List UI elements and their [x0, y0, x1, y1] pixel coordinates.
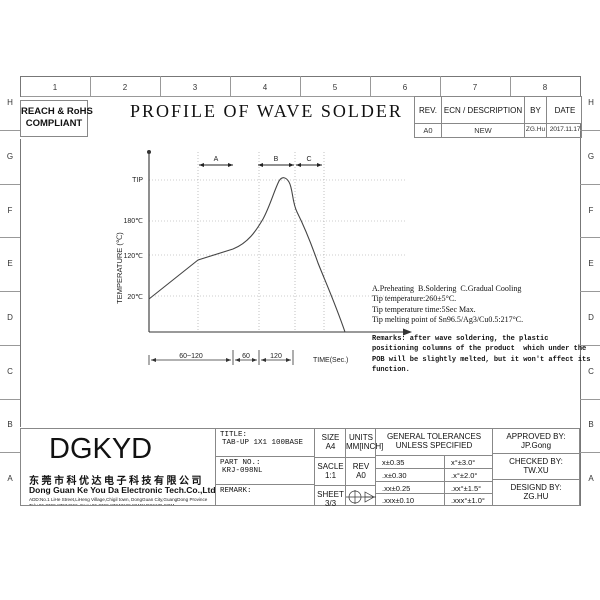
svg-text:TEMPERATURE (℃): TEMPERATURE (℃): [115, 232, 124, 304]
svg-text:60: 60: [242, 353, 250, 360]
svg-text:C: C: [306, 156, 311, 163]
svg-text:120: 120: [270, 353, 282, 360]
svg-text:60~120: 60~120: [179, 353, 203, 360]
svg-text:120℃: 120℃: [123, 253, 143, 260]
svg-text:20℃: 20℃: [127, 294, 143, 301]
svg-text:A: A: [214, 156, 219, 163]
svg-text:B: B: [274, 156, 279, 163]
svg-text:TIP: TIP: [132, 177, 143, 184]
svg-text:180℃: 180℃: [123, 218, 143, 225]
svg-text:TIME(Sec.): TIME(Sec.): [313, 357, 348, 364]
